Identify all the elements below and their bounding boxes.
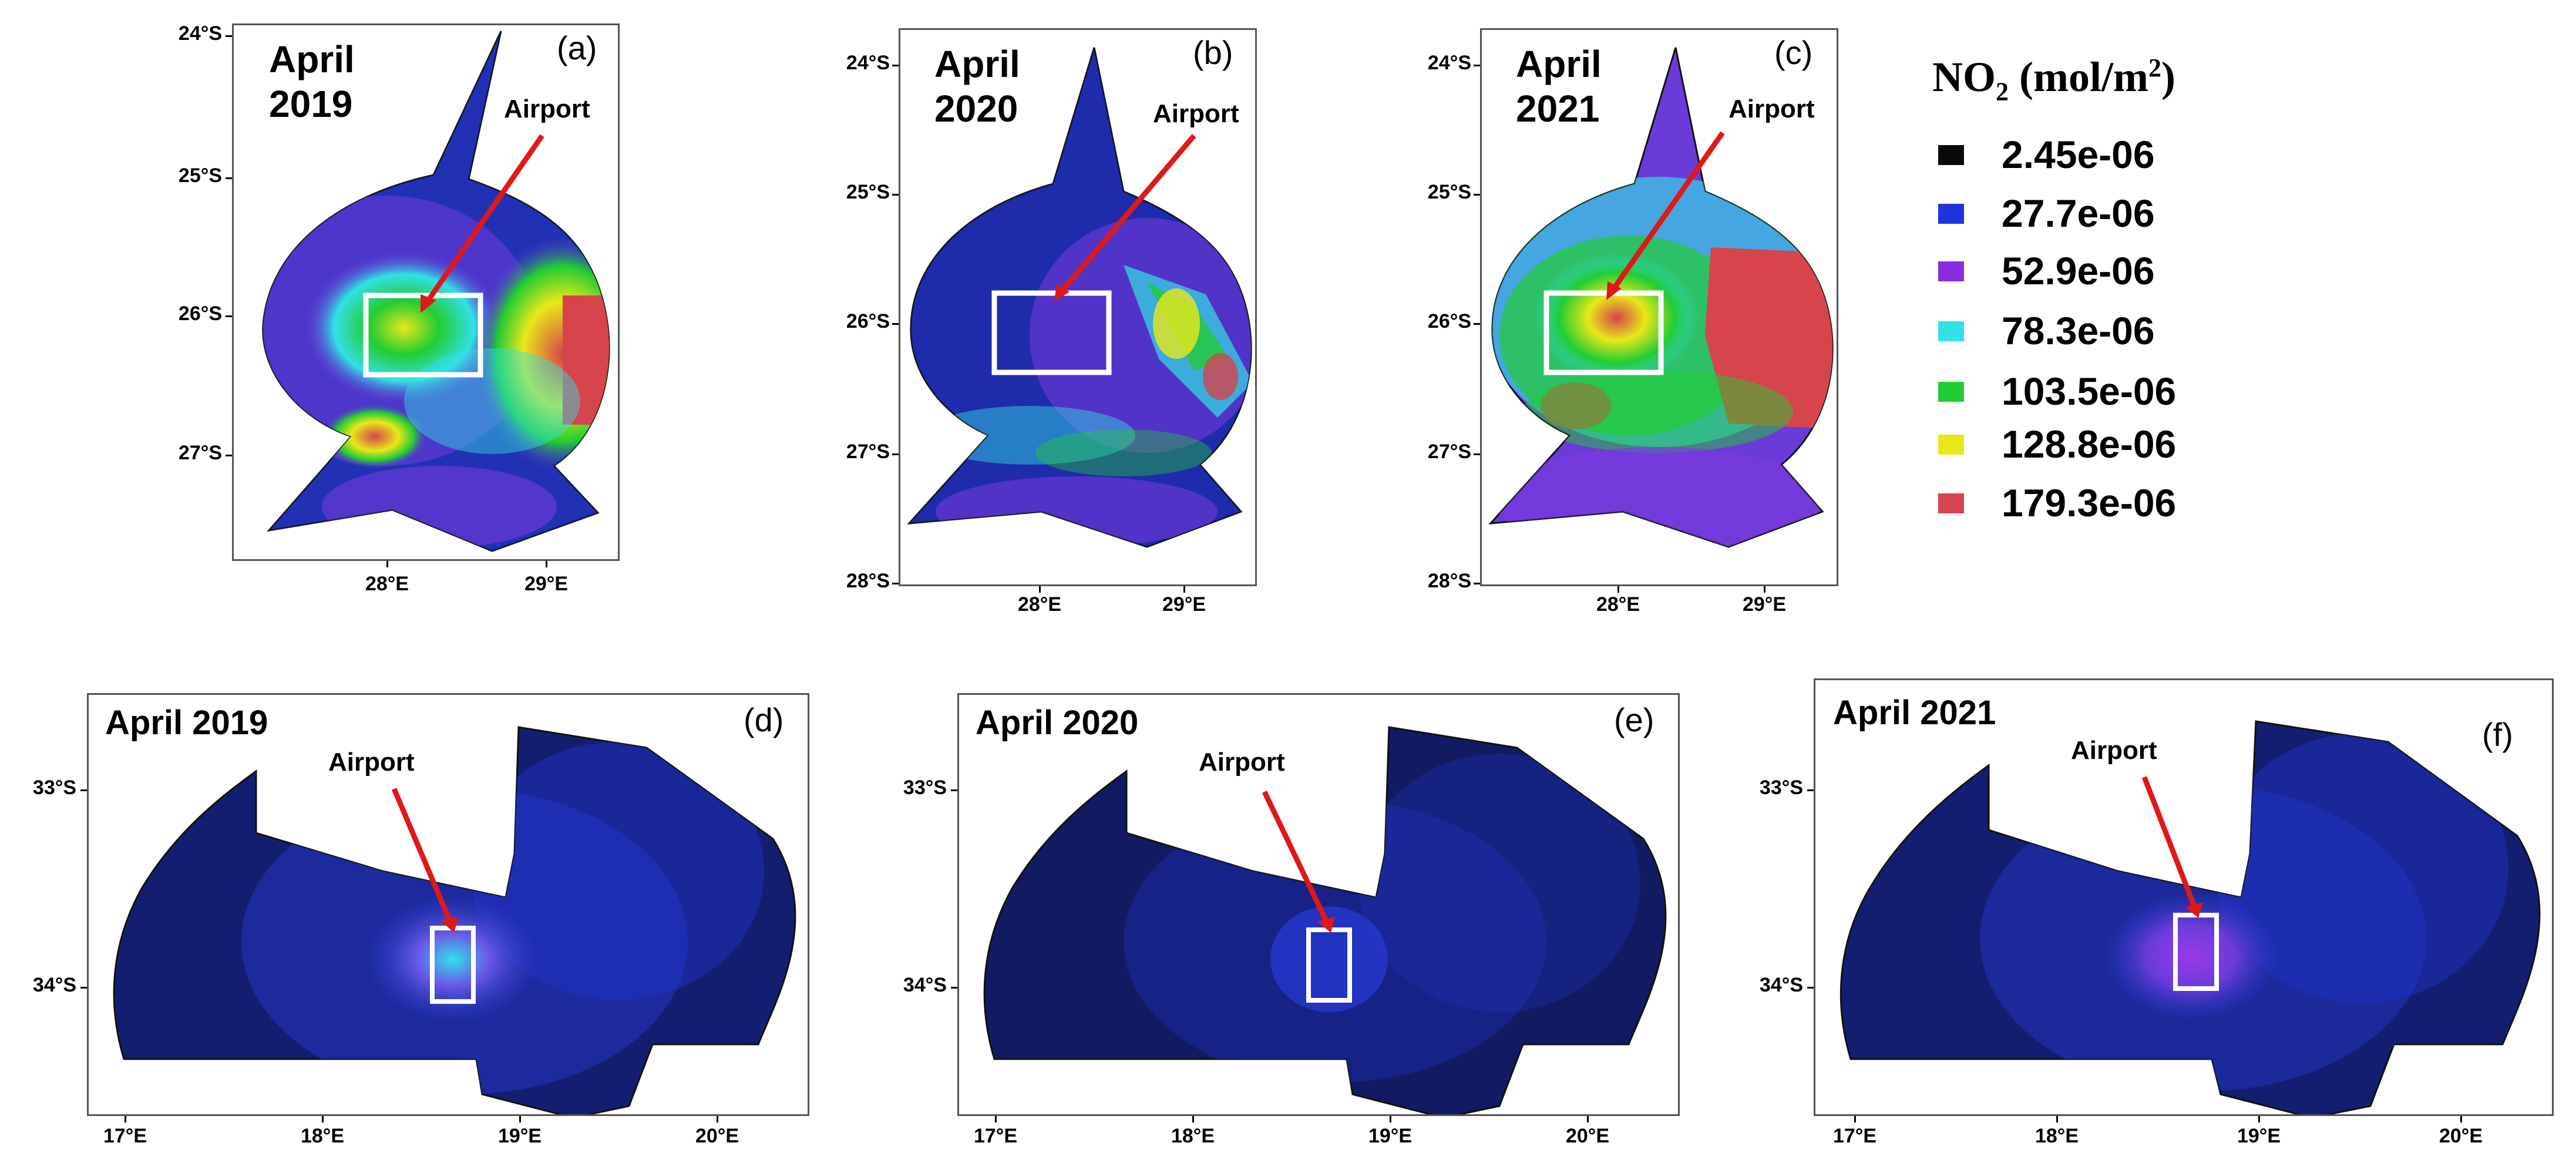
airport-label-b: Airport bbox=[1153, 99, 1239, 128]
airport-arrow-d bbox=[391, 788, 453, 922]
map-frame-f: April 2021 (f) Airport bbox=[1814, 678, 2554, 1116]
airport-arrowhead-b bbox=[1054, 284, 1070, 301]
airport-arrow-e bbox=[1262, 791, 1329, 922]
airport-box-c bbox=[1543, 290, 1664, 375]
x-tick-label-f-0: 17°E bbox=[1832, 1125, 1877, 1147]
x-tick-label-e-1: 18°E bbox=[1171, 1125, 1215, 1147]
legend-swatch-3 bbox=[1938, 321, 1964, 341]
x-tick-label-d-1: 18°E bbox=[300, 1125, 345, 1147]
airport-label-c: Airport bbox=[1728, 95, 1815, 123]
x-tick-label-f-1: 18°E bbox=[2034, 1125, 2079, 1147]
airport-arrowhead-e bbox=[1317, 917, 1335, 933]
panel-title-e: April 2020 bbox=[976, 704, 1139, 742]
map-frame-b: April 2020 (b) Airport bbox=[899, 28, 1257, 586]
panel-title-a: April 2019 bbox=[269, 38, 355, 125]
airport-label-a: Airport bbox=[504, 95, 590, 123]
panel-tag-d: (d) bbox=[744, 701, 784, 738]
airport-label-f: Airport bbox=[2071, 736, 2157, 765]
x-tick-label-b-0: 28°E bbox=[1017, 593, 1062, 616]
y-tick-label-b-2: 26°S bbox=[846, 310, 890, 332]
panel-tag-f: (f) bbox=[2482, 716, 2513, 753]
legend-swatch-0 bbox=[1938, 145, 1964, 165]
airport-label-d: Airport bbox=[328, 748, 415, 777]
y-tick-label-f-1: 34°S bbox=[1759, 974, 1803, 996]
y-tick-label-b-4: 28°S bbox=[846, 570, 890, 592]
y-tick-label-a-3: 27°S bbox=[178, 442, 222, 464]
x-tick-label-e-0: 17°E bbox=[973, 1125, 1018, 1147]
panel-title-b: April 2020 bbox=[934, 43, 1020, 130]
x-tick-label-e-3: 20°E bbox=[1565, 1125, 1610, 1147]
panel-tag-e: (e) bbox=[1614, 701, 1654, 738]
x-tick-label-c-0: 28°E bbox=[1596, 593, 1640, 616]
legend-title: NO2 (mol/m2) bbox=[1932, 53, 2175, 106]
y-tick-label-a-0: 24°S bbox=[178, 22, 222, 45]
airport-arrow-a bbox=[425, 134, 544, 303]
legend-swatch-5 bbox=[1938, 435, 1964, 455]
x-tick-label-c-1: 29°E bbox=[1742, 593, 1787, 616]
map-frame-e: April 2020 (e) Airport bbox=[957, 693, 1680, 1116]
airport-arrow-c bbox=[1612, 131, 1725, 290]
y-tick-label-c-4: 28°S bbox=[1427, 570, 1471, 592]
airport-arrow-f bbox=[2141, 776, 2197, 908]
no2-map-d bbox=[113, 726, 796, 1114]
airport-arrowhead-f bbox=[2185, 902, 2203, 918]
x-tick-label-e-2: 19°E bbox=[1368, 1125, 1413, 1147]
y-tick-label-a-2: 26°S bbox=[178, 303, 222, 325]
airport-box-b bbox=[991, 290, 1112, 375]
y-tick-label-c-1: 25°S bbox=[1427, 181, 1471, 203]
panel-title-f: April 2021 bbox=[1833, 694, 1996, 732]
x-tick-label-f-2: 19°E bbox=[2237, 1125, 2281, 1147]
y-tick-label-f-0: 33°S bbox=[1759, 777, 1803, 799]
no2-map-a bbox=[262, 31, 610, 552]
no2-map-c bbox=[1488, 47, 1834, 548]
legend-swatch-6 bbox=[1938, 493, 1964, 513]
x-tick-label-d-2: 19°E bbox=[497, 1125, 542, 1147]
y-tick-label-b-0: 24°S bbox=[846, 52, 890, 74]
no2-map-e bbox=[983, 726, 1667, 1114]
y-tick-label-b-1: 25°S bbox=[846, 181, 890, 203]
panel-title-c: April 2021 bbox=[1516, 43, 1602, 130]
y-tick-label-e-0: 33°S bbox=[903, 777, 947, 799]
y-tick-label-e-1: 34°S bbox=[903, 974, 947, 996]
y-tick-label-d-0: 33°S bbox=[32, 777, 76, 799]
y-tick-label-d-1: 34°S bbox=[32, 974, 76, 996]
x-tick-label-d-3: 20°E bbox=[695, 1125, 739, 1147]
y-tick-label-b-3: 27°S bbox=[846, 441, 890, 463]
y-tick-label-c-3: 27°S bbox=[1427, 441, 1471, 463]
panel-tag-b: (b) bbox=[1193, 34, 1233, 71]
legend-swatch-4 bbox=[1938, 382, 1964, 402]
legend-swatch-1 bbox=[1938, 204, 1964, 224]
y-tick-label-c-0: 24°S bbox=[1427, 52, 1471, 74]
y-tick-label-c-2: 26°S bbox=[1427, 310, 1471, 332]
panel-tag-a: (a) bbox=[557, 29, 597, 66]
x-tick-label-a-0: 28°E bbox=[365, 573, 409, 595]
no2-map-f bbox=[1839, 720, 2541, 1114]
airport-arrowhead-d bbox=[441, 917, 459, 933]
map-frame-c: April 2021 (c) Airport bbox=[1480, 28, 1838, 586]
x-tick-label-a-1: 29°E bbox=[524, 573, 569, 595]
x-tick-label-d-0: 17°E bbox=[103, 1125, 147, 1147]
airport-arrowhead-a bbox=[421, 294, 436, 313]
y-tick-label-a-1: 25°S bbox=[178, 164, 222, 187]
x-tick-label-b-1: 29°E bbox=[1162, 593, 1206, 616]
panel-tag-c: (c) bbox=[1774, 34, 1813, 71]
airport-arrowhead-c bbox=[1606, 281, 1622, 300]
legend-swatch-2 bbox=[1938, 261, 1964, 281]
airport-arrow-b bbox=[1060, 134, 1196, 293]
map-frame-a: April 2019 (a) Airport bbox=[232, 23, 620, 561]
map-frame-d: April 2019 (d) Airport bbox=[87, 693, 809, 1116]
no2-map-b bbox=[907, 47, 1252, 548]
x-tick-label-f-3: 20°E bbox=[2439, 1125, 2483, 1147]
airport-label-e: Airport bbox=[1199, 748, 1285, 777]
panel-title-d: April 2019 bbox=[105, 704, 268, 742]
